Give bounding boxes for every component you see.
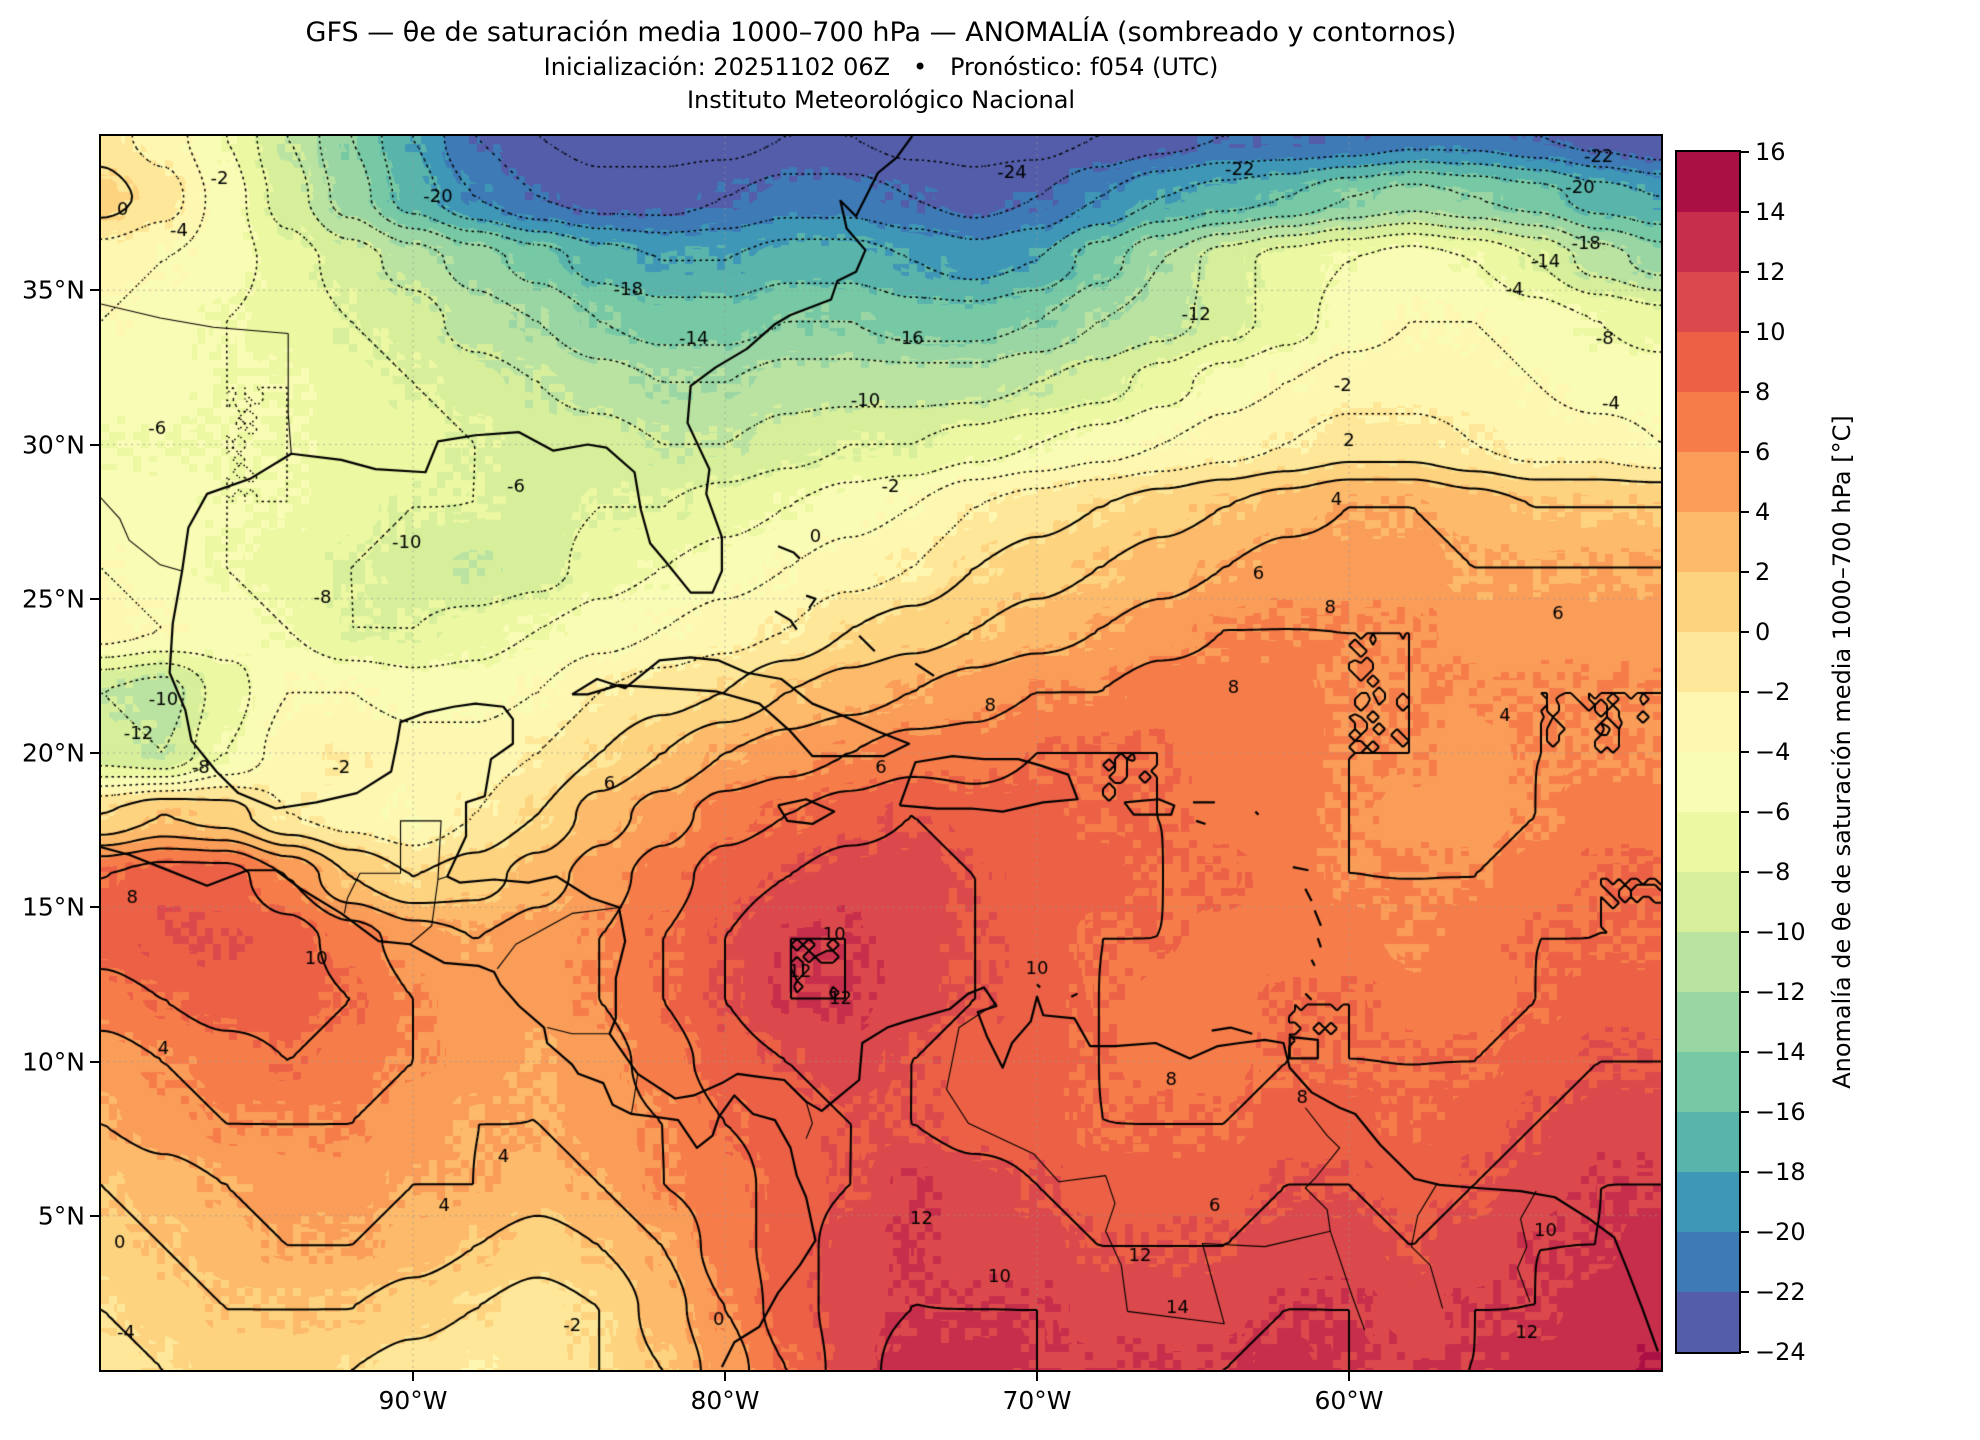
- colorbar-cell: [1677, 932, 1739, 992]
- map-canvas: [101, 136, 1661, 1370]
- colorbar-tick-label: −24: [1755, 1338, 1806, 1366]
- colorbar-cell: [1677, 1292, 1739, 1352]
- colorbar-tick-label: −6: [1755, 798, 1791, 826]
- colorbar-cell: [1677, 512, 1739, 572]
- x-tick-label: 70°W: [1002, 1386, 1072, 1415]
- x-tickmark: [1348, 1372, 1350, 1381]
- y-tick-label: 25°N: [21, 584, 85, 614]
- colorbar-tickmark: [1741, 1111, 1749, 1113]
- colorbar-tick-label: 10: [1755, 318, 1786, 346]
- colorbar-tickmark: [1741, 451, 1749, 453]
- x-tickmark: [412, 1372, 414, 1381]
- colorbar-tickmark: [1741, 1291, 1749, 1293]
- colorbar-tick-label: −22: [1755, 1278, 1806, 1306]
- colorbar-cell: [1677, 632, 1739, 692]
- y-tickmark: [90, 1060, 99, 1063]
- colorbar-tickmark: [1741, 871, 1749, 873]
- colorbar-tickmark: [1741, 151, 1749, 153]
- x-tick-label: 60°W: [1314, 1386, 1384, 1415]
- y-tick-label: 30°N: [21, 430, 85, 459]
- colorbar-tickmark: [1741, 1171, 1749, 1173]
- colorbar-cell: [1677, 572, 1739, 632]
- colorbar-tickmark: [1741, 691, 1749, 693]
- colorbar-tickmark: [1741, 811, 1749, 813]
- colorbar-tickmark: [1741, 1351, 1749, 1353]
- colorbar-tick-label: −16: [1755, 1098, 1806, 1126]
- colorbar-tick-label: −4: [1755, 738, 1791, 766]
- y-tick-label: 15°N: [21, 892, 85, 922]
- colorbar-tickmark: [1741, 571, 1749, 573]
- y-tickmark: [90, 906, 99, 909]
- y-tickmark: [90, 752, 99, 754]
- colorbar-tick-label: 0: [1755, 618, 1771, 646]
- x-tick-label: 90°W: [378, 1386, 448, 1415]
- colorbar-tickmark: [1741, 511, 1749, 513]
- colorbar-cell: [1677, 332, 1739, 392]
- chart-header: GFS — θe de saturación media 1000–700 hP…: [101, 14, 1661, 117]
- chart-title: GFS — θe de saturación media 1000–700 hP…: [305, 17, 1457, 48]
- colorbar-tick-label: −14: [1755, 1038, 1806, 1066]
- colorbar-tickmark: [1741, 991, 1749, 993]
- colorbar-cell: [1677, 1232, 1739, 1292]
- chart-subtitle: Inicialización: 20251102 06Z • Pronóstic…: [543, 53, 1219, 81]
- colorbar-tick-label: 4: [1755, 498, 1771, 526]
- colorbar-cell: [1677, 212, 1739, 272]
- colorbar-tick-label: −2: [1755, 678, 1791, 706]
- colorbar-tickmark: [1741, 931, 1749, 933]
- colorbar-cell: [1677, 1172, 1739, 1232]
- colorbar-tick-label: −20: [1755, 1218, 1806, 1246]
- chart-institution: Instituto Meteorológico Nacional: [686, 86, 1076, 114]
- colorbar-tickmark: [1741, 751, 1749, 753]
- colorbar-cell: [1677, 1112, 1739, 1172]
- colorbar-tick-label: −12: [1755, 978, 1806, 1006]
- y-tick-label: 35°N: [21, 275, 85, 305]
- x-tickmark: [1036, 1372, 1038, 1381]
- colorbar-cell: [1677, 812, 1739, 872]
- colorbar-tickmark: [1741, 1051, 1749, 1053]
- colorbar-tick-label: 12: [1755, 258, 1786, 286]
- y-tickmark: [90, 443, 99, 446]
- y-tick-label: 10°N: [21, 1047, 85, 1076]
- colorbar-tick-label: −18: [1755, 1158, 1806, 1186]
- colorbar-cell: [1677, 872, 1739, 932]
- colorbar-cell: [1677, 272, 1739, 332]
- colorbar-outline: [1675, 150, 1741, 1354]
- colorbar-label: Anomalía de θe de saturación media 1000–…: [1828, 415, 1856, 1089]
- colorbar-tick-label: 2: [1755, 558, 1771, 586]
- colorbar-cell: [1677, 1052, 1739, 1112]
- x-tickmark: [724, 1372, 726, 1381]
- y-tickmark: [90, 1214, 99, 1217]
- colorbar-tickmark: [1741, 1231, 1749, 1233]
- y-tickmark: [90, 597, 99, 600]
- colorbar-tickmark: [1741, 631, 1749, 633]
- y-tickmark: [90, 289, 99, 292]
- colorbar-tick-label: 16: [1755, 138, 1786, 166]
- y-tick-label: 20°N: [21, 738, 85, 768]
- colorbar-cell: [1677, 752, 1739, 812]
- colorbar-tick-label: 6: [1755, 438, 1771, 466]
- colorbar-tickmark: [1741, 211, 1749, 213]
- colorbar-tick-label: −10: [1755, 918, 1806, 946]
- colorbar-cell: [1677, 452, 1739, 512]
- map-frame: [99, 134, 1663, 1372]
- colorbar-tick-label: −8: [1755, 858, 1791, 886]
- colorbar-cell: [1677, 392, 1739, 452]
- colorbar-tickmark: [1741, 391, 1749, 393]
- colorbar-tick-label: 8: [1755, 378, 1771, 406]
- colorbar-tick-label: 14: [1755, 198, 1786, 226]
- colorbar-cell: [1677, 692, 1739, 752]
- colorbar-cell: [1677, 152, 1739, 212]
- colorbar-cell: [1677, 992, 1739, 1052]
- colorbar-tickmark: [1741, 271, 1749, 273]
- colorbar-tickmark: [1741, 331, 1749, 333]
- y-tick-label: 5°N: [37, 1201, 85, 1231]
- x-tick-label: 80°W: [690, 1386, 760, 1415]
